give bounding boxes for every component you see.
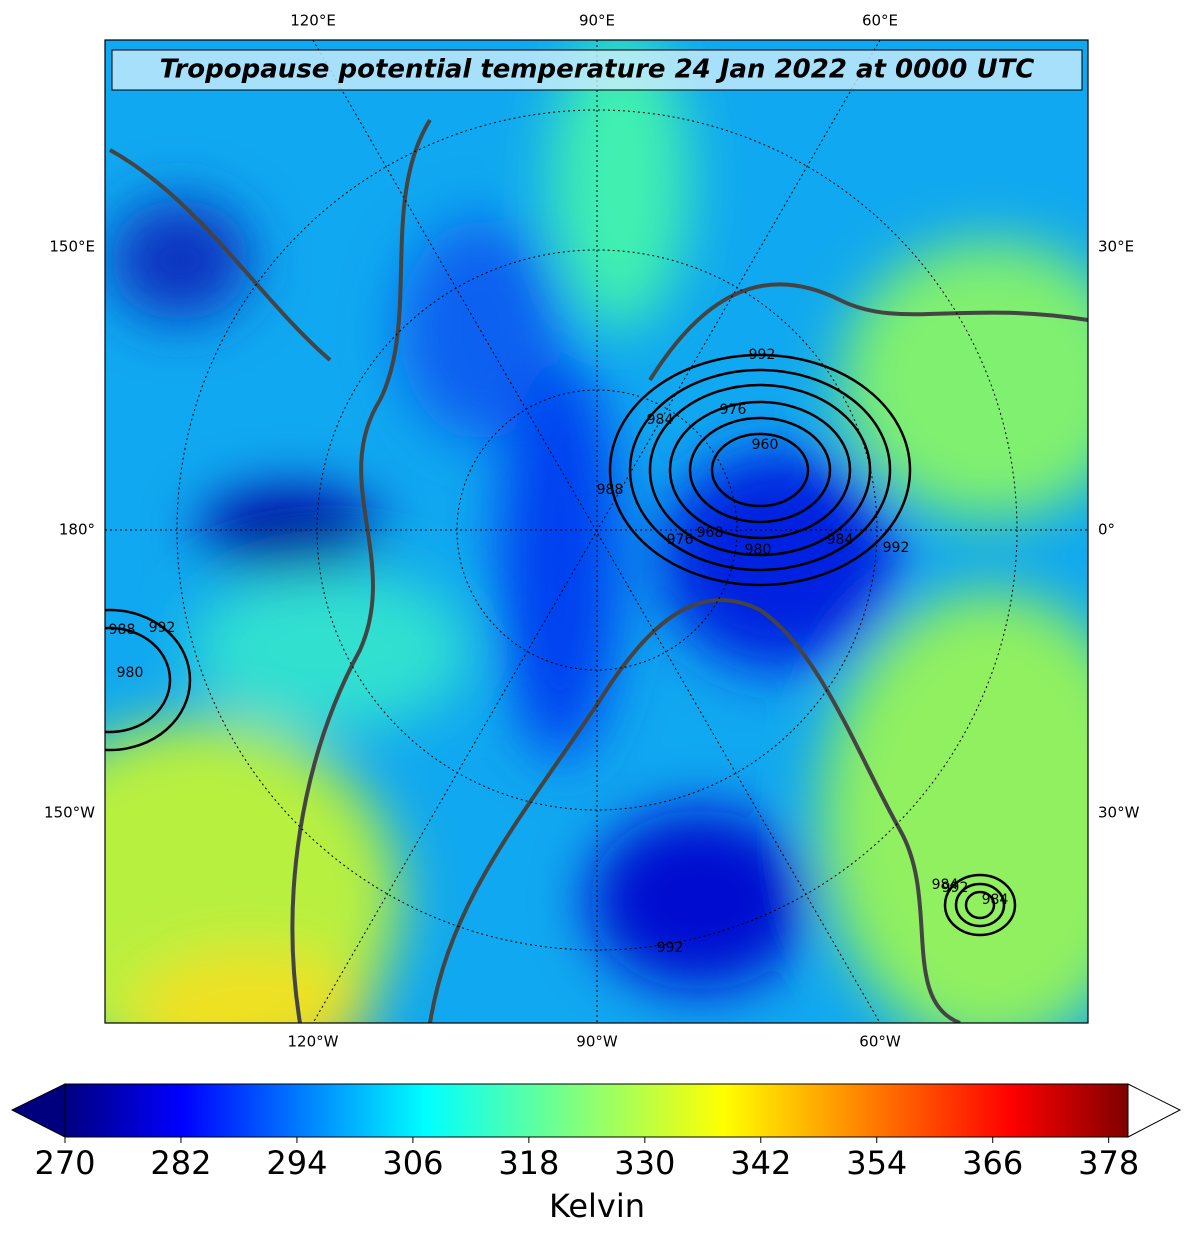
colorbar-tick-label: 378 xyxy=(1078,1144,1139,1182)
lon-label-bottom: 120°W xyxy=(288,1033,339,1051)
colorbar-tick-label: 354 xyxy=(846,1144,907,1182)
colorbar-tick-label: 366 xyxy=(962,1144,1023,1182)
lat-label-right: 30°E xyxy=(1098,238,1134,256)
contour-label: 992 xyxy=(657,940,684,956)
lat-label-left: 150°W xyxy=(44,804,95,822)
lat-label-left: 180° xyxy=(59,521,95,539)
colorbar-tick-label: 282 xyxy=(150,1144,211,1182)
colorbar-extend-high xyxy=(1127,1083,1182,1138)
lon-label-bottom: 60°W xyxy=(859,1033,901,1051)
lon-label-top: 120°E xyxy=(290,12,336,30)
contour-label: 968 xyxy=(697,525,724,541)
lat-label-right: 30°W xyxy=(1098,804,1140,822)
contour-label: 992 xyxy=(883,540,910,556)
colorbar-tick-label: 306 xyxy=(382,1144,443,1182)
contour-label: 984 xyxy=(827,532,854,548)
colorbar-tick-label: 330 xyxy=(614,1144,675,1182)
colorbar xyxy=(64,1083,1129,1138)
contour-label: 992 xyxy=(149,620,176,636)
colorbar-label: Kelvin xyxy=(549,1187,645,1225)
contour-label: 960 xyxy=(752,437,779,453)
colorbar-tick-label: 318 xyxy=(498,1144,559,1182)
contour-label: 980 xyxy=(117,665,144,681)
contour-label: 984 xyxy=(982,892,1009,908)
contour-label: 992 xyxy=(942,880,969,896)
lon-label-top: 60°E xyxy=(862,12,898,30)
title: Tropopause potential temperature 24 Jan … xyxy=(160,55,1035,85)
lat-label-right: 0° xyxy=(1098,521,1115,539)
contour-label: 988 xyxy=(597,482,624,498)
contour-label: 984 xyxy=(647,412,674,428)
contour-label: 980 xyxy=(745,542,772,558)
contour-label: 984 xyxy=(932,877,959,893)
lon-label-top: 90°E xyxy=(579,12,615,30)
contour-label: 976 xyxy=(720,402,747,418)
colorbar-tick-label: 342 xyxy=(730,1144,791,1182)
colorbar-extend-low xyxy=(10,1083,66,1138)
contour-label: 992 xyxy=(749,347,776,363)
lon-label-bottom: 90°W xyxy=(576,1033,618,1051)
map-frame xyxy=(104,39,1089,1024)
colorbar-tick-label: 294 xyxy=(266,1144,327,1182)
contour-label: 976 xyxy=(667,532,694,548)
lat-label-left: 150°E xyxy=(49,238,95,256)
colorbar-tick-label: 270 xyxy=(34,1144,95,1182)
title-box xyxy=(111,49,1083,91)
contour-label: 988 xyxy=(109,622,136,638)
